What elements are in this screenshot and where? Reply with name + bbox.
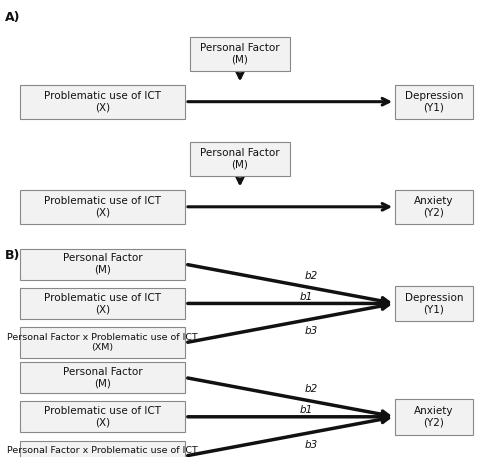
FancyBboxPatch shape [20,85,185,119]
Text: Problematic use of ICT
(X): Problematic use of ICT (X) [44,292,161,314]
Text: Personal Factor
(M): Personal Factor (M) [62,367,142,388]
Text: b3: b3 [305,326,318,336]
FancyBboxPatch shape [20,327,185,358]
Text: Personal Factor
(M): Personal Factor (M) [62,253,142,275]
Text: Problematic use of ICT
(X): Problematic use of ICT (X) [44,196,161,218]
Text: Personal Factor
(M): Personal Factor (M) [200,148,280,170]
Text: B): B) [5,249,20,262]
FancyBboxPatch shape [190,142,290,176]
FancyBboxPatch shape [20,441,185,457]
Text: b1: b1 [300,292,314,302]
Text: Anxiety
(Y2): Anxiety (Y2) [414,406,454,428]
Text: Problematic use of ICT
(X): Problematic use of ICT (X) [44,406,161,428]
Text: A): A) [5,11,20,24]
FancyBboxPatch shape [395,399,472,435]
FancyBboxPatch shape [395,85,472,119]
Text: Depression
(Y1): Depression (Y1) [404,292,463,314]
FancyBboxPatch shape [20,249,185,280]
Text: Problematic use of ICT
(X): Problematic use of ICT (X) [44,91,161,112]
FancyBboxPatch shape [20,288,185,319]
FancyBboxPatch shape [20,362,185,393]
Text: b2: b2 [305,271,318,281]
Text: Depression
(Y1): Depression (Y1) [404,91,463,112]
Text: Personal Factor x Problematic use of ICT
(XM): Personal Factor x Problematic use of ICT… [7,333,198,352]
FancyBboxPatch shape [395,286,472,321]
FancyBboxPatch shape [395,190,472,224]
FancyBboxPatch shape [20,401,185,432]
Text: b2: b2 [305,384,318,394]
Text: Anxiety
(Y2): Anxiety (Y2) [414,196,454,218]
Text: Personal Factor x Problematic use of ICT
(XM): Personal Factor x Problematic use of ICT… [7,446,198,457]
FancyBboxPatch shape [20,190,185,224]
Text: Personal Factor
(M): Personal Factor (M) [200,43,280,64]
FancyBboxPatch shape [190,37,290,71]
Text: b3: b3 [305,440,318,450]
Text: b1: b1 [300,405,314,415]
